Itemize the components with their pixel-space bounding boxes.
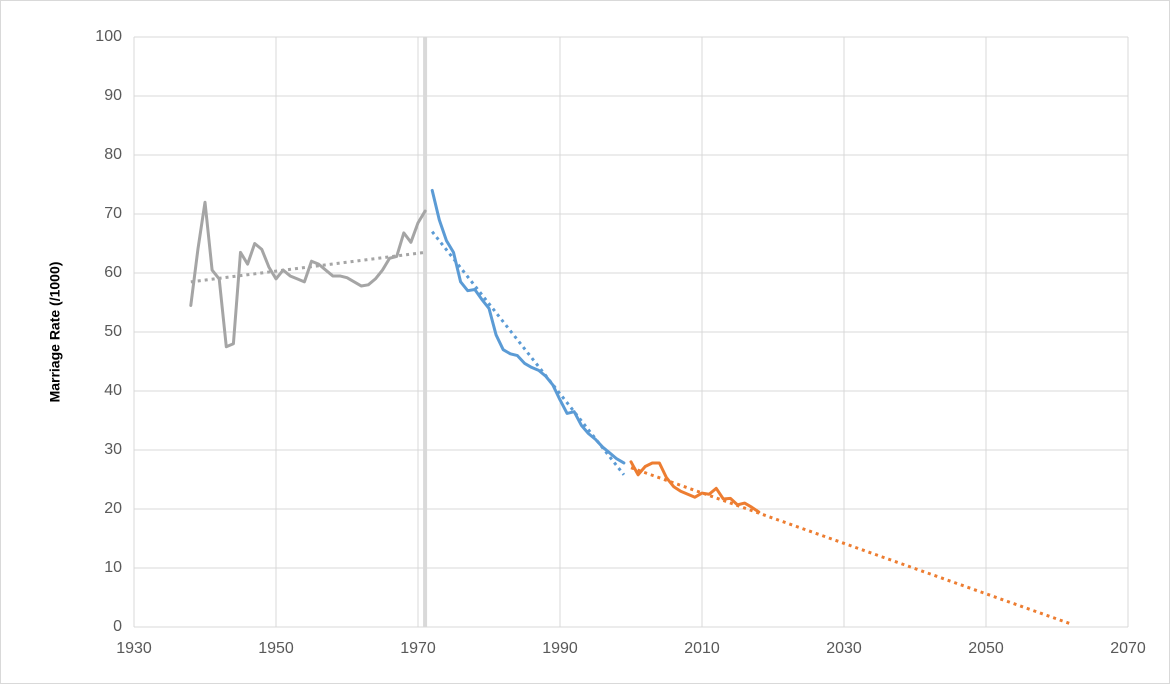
- y-axis-label: Marriage Rate (/1000): [47, 262, 63, 403]
- x-tick-label: 2030: [826, 640, 862, 657]
- y-tick-label: 40: [104, 382, 122, 399]
- trend-line: [431, 230, 626, 476]
- y-tick-label: 20: [104, 500, 122, 517]
- y-tick-label: 80: [104, 146, 122, 163]
- x-tick-label: 2070: [1110, 640, 1146, 657]
- x-tick-label: 1990: [542, 640, 578, 657]
- y-tick-label: 70: [104, 205, 122, 222]
- series-line: [189, 200, 427, 349]
- trend-line: [630, 466, 1072, 626]
- trend-line: [190, 250, 426, 284]
- x-tick-label: 1950: [258, 640, 294, 657]
- y-tick-label: 30: [104, 441, 122, 458]
- y-tick-label: 50: [104, 323, 122, 340]
- y-tick-label: 60: [104, 264, 122, 281]
- x-tick-label: 2010: [684, 640, 720, 657]
- y-tick-label: 100: [95, 28, 122, 45]
- x-tick-label: 2050: [968, 640, 1004, 657]
- y-tick-label: 90: [104, 87, 122, 104]
- y-tick-label: 0: [113, 618, 122, 635]
- x-tick-label: 1970: [400, 640, 436, 657]
- y-tick-label: 10: [104, 559, 122, 576]
- x-tick-label: 1930: [116, 640, 152, 657]
